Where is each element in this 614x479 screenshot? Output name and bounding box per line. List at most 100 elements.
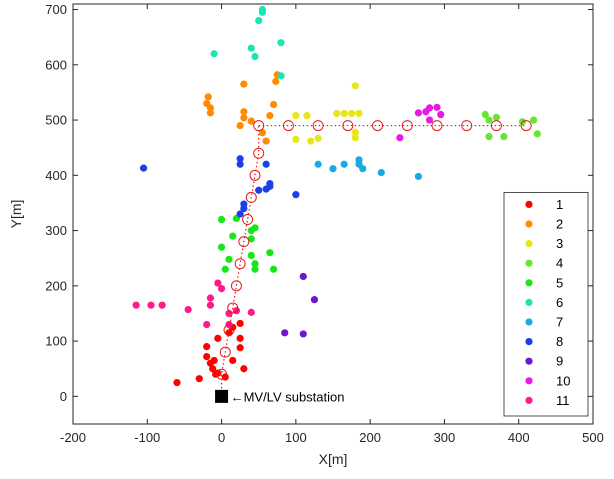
point-series-3	[351, 82, 359, 90]
legend-marker-6	[525, 298, 533, 306]
point-series-7	[329, 165, 337, 173]
y-tick-label: 600	[45, 57, 67, 72]
point-series-5	[217, 215, 226, 224]
feeder-node	[490, 120, 502, 132]
legend-label-3: 3	[556, 236, 563, 251]
point-series-3	[292, 112, 300, 120]
y-tick-label: 200	[45, 278, 67, 293]
legend-marker-5	[525, 279, 533, 287]
feeder-line-vertical	[220, 125, 260, 397]
legend-marker-9	[525, 357, 533, 365]
x-tick-label: 0	[218, 430, 225, 445]
point-series-5	[221, 265, 229, 273]
point-series-1	[236, 319, 244, 328]
point-series-4	[485, 116, 493, 124]
legend-label-7: 7	[556, 315, 563, 330]
legend-marker-11	[525, 396, 533, 404]
feeder-node	[342, 120, 354, 132]
feeder-node	[253, 120, 265, 132]
point-series-5	[269, 265, 278, 273]
point-series-3	[355, 109, 363, 118]
point-series-2	[272, 77, 280, 85]
point-series-9	[310, 296, 319, 304]
y-tick-label: 300	[45, 223, 67, 238]
feeder-node	[223, 324, 235, 336]
point-series-8	[266, 182, 274, 190]
point-series-3	[303, 112, 311, 120]
point-series-2	[247, 117, 255, 125]
x-tick-label: 500	[582, 430, 604, 445]
feeder-node	[242, 214, 254, 226]
point-series-5	[247, 251, 255, 260]
point-series-8	[292, 191, 300, 199]
y-tick-label: 700	[45, 2, 67, 17]
point-series-2	[269, 100, 278, 109]
point-series-8	[236, 160, 244, 168]
legend-label-6: 6	[556, 295, 563, 310]
point-series-5	[247, 235, 255, 243]
feeder-node	[401, 120, 413, 132]
feeder-node	[227, 302, 239, 314]
point-series-11	[132, 301, 140, 309]
point-series-11	[184, 306, 192, 314]
legend-label-4: 4	[556, 256, 563, 271]
point-series-1	[214, 369, 222, 377]
feeder-node	[312, 120, 324, 132]
point-series-5	[217, 243, 226, 251]
point-series-2	[240, 80, 248, 88]
point-series-7	[340, 160, 348, 168]
feeder-node	[520, 120, 532, 132]
point-series-4	[492, 113, 501, 121]
point-series-8	[139, 164, 148, 172]
legend-marker-4	[525, 259, 533, 267]
point-series-2	[206, 104, 215, 112]
point-series-8	[255, 186, 263, 194]
point-series-1	[203, 343, 211, 351]
point-series-6	[258, 5, 267, 14]
point-series-11	[225, 309, 233, 318]
point-series-11	[206, 301, 215, 309]
point-series-5	[251, 260, 259, 268]
legend-marker-2	[525, 220, 533, 228]
point-series-10	[414, 109, 423, 117]
point-series-4	[529, 116, 538, 124]
legend-marker-3	[525, 240, 533, 248]
legend-marker-7	[525, 318, 533, 326]
legend-marker-10	[525, 377, 533, 385]
point-series-6	[255, 16, 263, 25]
point-series-10	[433, 103, 441, 111]
point-series-9	[281, 329, 289, 337]
point-series-5	[229, 232, 237, 240]
legend-box	[503, 191, 589, 417]
feeder-node	[249, 169, 261, 181]
feeder-node	[431, 120, 443, 132]
feeder-node	[461, 120, 473, 132]
point-series-8	[240, 204, 248, 213]
feeder-node	[238, 236, 250, 248]
point-series-6	[247, 44, 255, 52]
point-series-4	[485, 133, 493, 141]
legend-marker-8	[525, 338, 533, 346]
point-series-3	[351, 134, 359, 142]
point-series-2	[206, 109, 215, 117]
point-series-7	[314, 160, 322, 168]
axes: -200 -100 0 100 200 300 400 500 0 100 200 300 400 500…	[8, 2, 604, 467]
y-tick-label: 400	[45, 168, 67, 183]
feeder-node	[282, 120, 294, 132]
feeder-node	[253, 147, 265, 159]
point-series-10	[396, 134, 404, 142]
point-series-1	[209, 365, 217, 373]
feeder-node	[245, 191, 257, 203]
point-series-3	[292, 135, 300, 143]
legend-label-2: 2	[556, 217, 563, 232]
y-tick-label: 0	[60, 389, 67, 404]
point-series-3	[351, 128, 359, 136]
point-series-4	[481, 110, 489, 119]
point-series-1	[210, 356, 218, 365]
feeder-node	[219, 346, 231, 358]
feeder-node	[234, 258, 246, 270]
point-series-11	[214, 279, 222, 287]
point-series-10	[437, 110, 445, 119]
point-series-7	[414, 172, 423, 181]
